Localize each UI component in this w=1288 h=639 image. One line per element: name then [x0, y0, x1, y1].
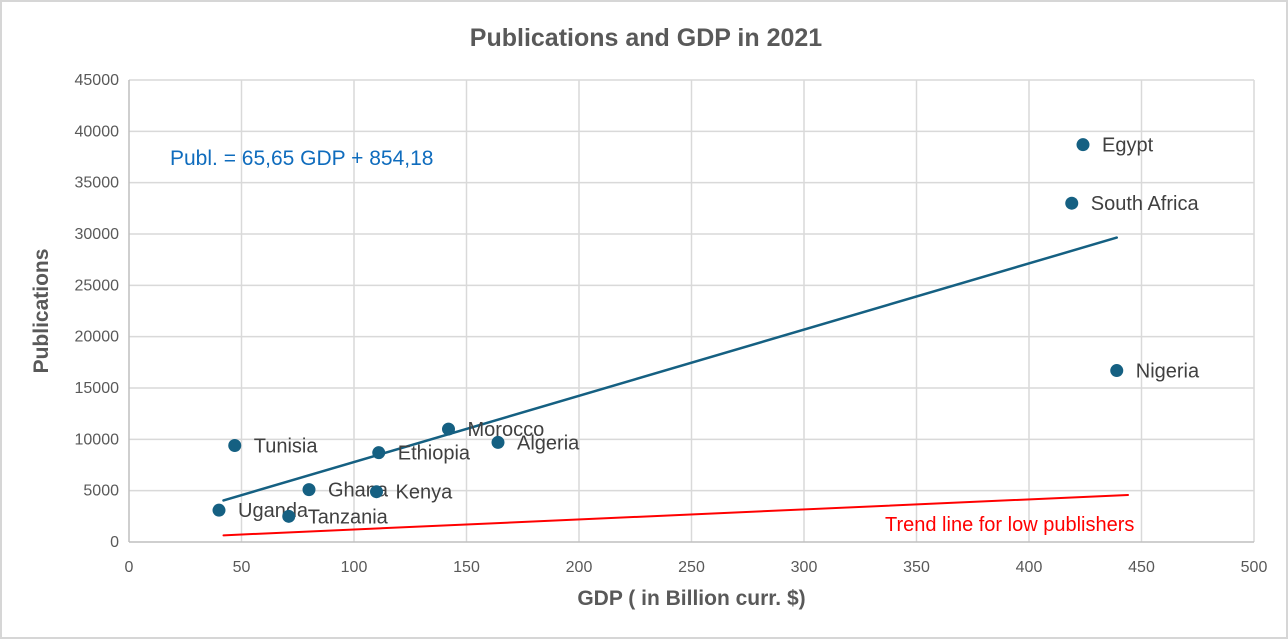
y-tick-label: 0: [110, 534, 119, 551]
data-point-ethiopia[interactable]: [372, 446, 386, 460]
y-tick-label: 20000: [75, 329, 120, 346]
point-label-uganda: Uganda: [238, 500, 309, 522]
y-tick-label: 30000: [75, 226, 120, 243]
point-label-morocco: Morocco: [468, 419, 545, 441]
point-label-tanzania: Tanzania: [308, 506, 389, 528]
trendline-low-publishers[interactable]: [222, 493, 1129, 537]
x-tick-label: 450: [1128, 559, 1155, 576]
y-tick-label: 35000: [75, 175, 120, 192]
point-label-algeria: Algeria: [517, 432, 580, 454]
point-label-egypt: Egypt: [1102, 135, 1154, 157]
y-tick-label: 15000: [75, 380, 120, 397]
trendline-main[interactable]: [222, 236, 1118, 502]
y-tick-label: 10000: [75, 431, 120, 448]
point-label-tunisia: Tunisia: [254, 435, 319, 457]
data-point-kenya[interactable]: [370, 485, 383, 499]
point-label-nigeria: Nigeria: [1136, 361, 1200, 383]
y-tick-label: 25000: [75, 277, 120, 294]
data-point-nigeria[interactable]: [1110, 364, 1124, 378]
x-tick-label: 500: [1241, 559, 1268, 576]
y-tick-label: 5000: [83, 483, 119, 500]
y-tick-label: 45000: [75, 72, 120, 89]
x-tick-label: 300: [791, 559, 818, 576]
data-point-morocco[interactable]: [442, 422, 455, 436]
trendline-equation: Publ. = 65,65 GDP + 854,18: [170, 147, 434, 170]
point-label-ethiopia: Ethiopia: [398, 443, 471, 465]
x-tick-label: 0: [125, 559, 134, 576]
red-trendline-label: Trend line for low publishers: [885, 514, 1135, 536]
data-point-algeria[interactable]: [491, 435, 505, 449]
x-tick-label: 350: [903, 559, 930, 576]
chart-title: Publications and GDP in 2021: [469, 24, 823, 52]
data-point-south-africa[interactable]: [1065, 196, 1079, 210]
x-tick-label: 50: [233, 559, 251, 576]
x-axis-title: GDP ( in Billion curr. $): [577, 587, 806, 610]
y-tick-label: 40000: [75, 123, 120, 140]
x-tick-label: 400: [1016, 559, 1043, 576]
x-tick-label: 250: [678, 559, 705, 576]
data-point-egypt[interactable]: [1076, 138, 1090, 152]
data-point-tanzania[interactable]: [282, 509, 296, 523]
data-point-tunisia[interactable]: [228, 438, 242, 452]
x-tick-label: 150: [453, 559, 480, 576]
data-point-uganda[interactable]: [212, 503, 226, 517]
data-point-ghana[interactable]: [302, 483, 316, 497]
x-tick-label: 200: [566, 559, 593, 576]
point-label-south-africa: South Africa: [1091, 193, 1200, 215]
x-tick-label: 100: [341, 559, 368, 576]
point-label-kenya: Kenya: [396, 482, 454, 504]
